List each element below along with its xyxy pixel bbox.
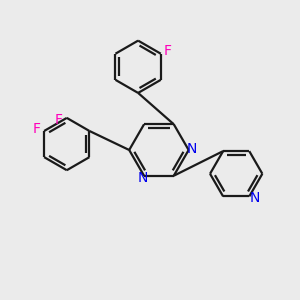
Text: N: N bbox=[137, 171, 148, 185]
Text: F: F bbox=[55, 113, 63, 127]
Text: F: F bbox=[32, 122, 40, 136]
Text: F: F bbox=[163, 44, 171, 58]
Text: N: N bbox=[186, 142, 197, 155]
Text: N: N bbox=[249, 191, 260, 205]
